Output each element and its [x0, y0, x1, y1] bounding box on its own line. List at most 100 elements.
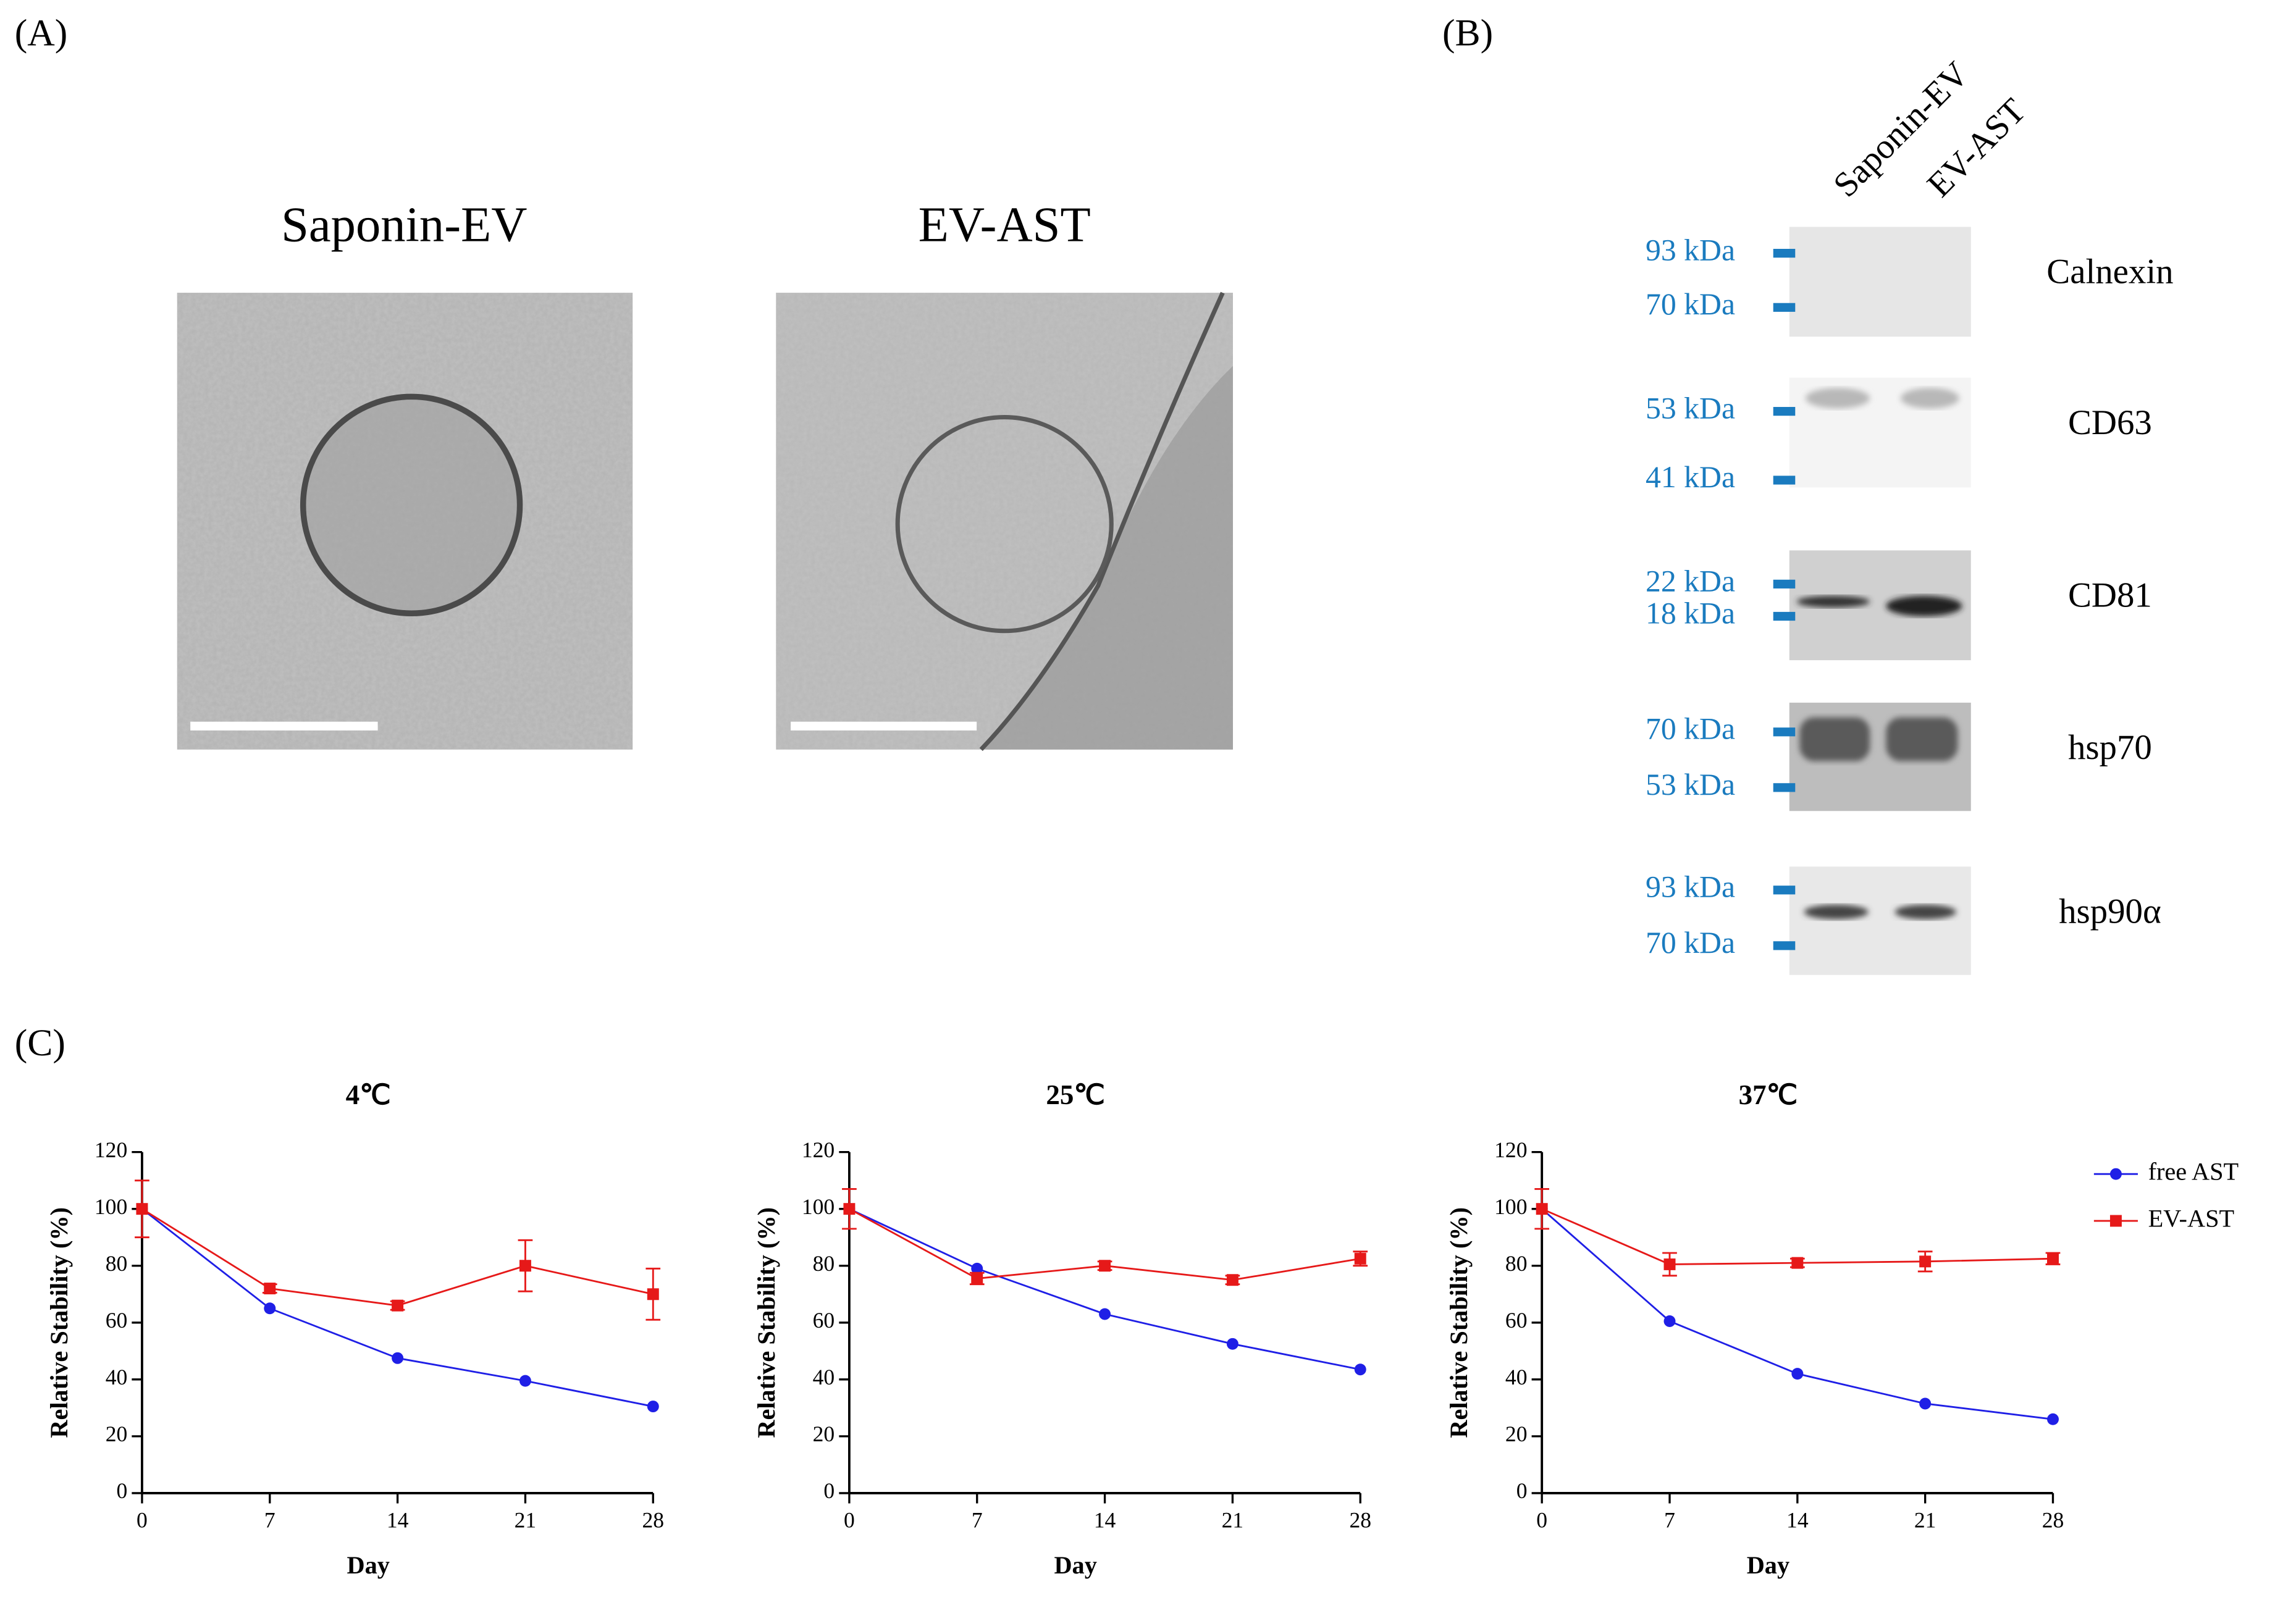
data-point: [519, 1375, 531, 1387]
x-tick-label: 0: [1536, 1508, 1547, 1533]
data-point: [2047, 1252, 2059, 1265]
protein-label: hsp70: [2068, 728, 2152, 767]
y-tick-label: 0: [823, 1478, 835, 1503]
x-axis-label: Day: [347, 1551, 390, 1579]
y-tick-label: 100: [95, 1194, 127, 1219]
y-tick-label: 20: [106, 1422, 128, 1446]
western-blot: [1789, 227, 1971, 975]
marker-tick: [1773, 475, 1796, 485]
data-point: [971, 1262, 983, 1275]
marker-tick: [1773, 303, 1796, 312]
data-point: [519, 1260, 531, 1272]
marker-tick: [1773, 579, 1796, 588]
data-point: [1663, 1315, 1676, 1327]
marker-label: 18 kDa: [1646, 596, 1735, 630]
marker-tick: [1773, 783, 1796, 792]
marker-label: 70 kDa: [1646, 712, 1735, 746]
y-tick-label: 20: [1505, 1422, 1528, 1446]
y-tick-label: 60: [106, 1308, 128, 1333]
y-tick-label: 40: [1505, 1365, 1528, 1389]
data-point: [1354, 1363, 1366, 1376]
data-point: [2047, 1413, 2059, 1425]
data-point: [1536, 1203, 1548, 1215]
marker-tick: [1773, 248, 1796, 258]
marker-label: 53 kDa: [1646, 768, 1735, 802]
marker-tick: [1773, 941, 1796, 950]
x-tick-label: 14: [387, 1508, 409, 1533]
charts: 4℃ Day Relative Stability (%) 0 20 40 60 80 100 1…: [45, 1079, 2239, 1579]
y-axis-label: Relative Stability (%): [45, 1207, 73, 1438]
data-point: [971, 1272, 983, 1284]
data-point: [1226, 1338, 1238, 1350]
legend-marker: [2109, 1168, 2122, 1180]
y-tick-label: 80: [813, 1251, 835, 1276]
data-point: [1099, 1260, 1111, 1272]
x-axis-label: Day: [1054, 1551, 1096, 1579]
y-tick-label: 60: [1505, 1308, 1528, 1333]
blot-labels: Calnexin 93 kDa 70 kDa CD63 53 kDa 41 kDa CD81…: [1646, 233, 2174, 960]
series-line: [849, 1208, 1361, 1371]
data-point: [1099, 1308, 1111, 1320]
x-tick-label: 28: [642, 1508, 664, 1533]
x-tick-label: 14: [1094, 1508, 1116, 1533]
x-tick-label: 0: [844, 1508, 855, 1533]
series-line: [1541, 1208, 2053, 1265]
marker-label: 53 kDa: [1646, 392, 1735, 425]
protein-label: CD63: [2068, 403, 2152, 442]
y-tick-label: 40: [813, 1365, 835, 1389]
panel-label: (C): [15, 1022, 65, 1064]
marker-tick: [1773, 611, 1796, 621]
data-point: [843, 1203, 856, 1215]
y-tick-label: 0: [1516, 1478, 1528, 1503]
y-tick-label: 120: [95, 1137, 127, 1162]
series-line: [1541, 1208, 2053, 1420]
x-tick-label: 14: [1786, 1508, 1809, 1533]
x-tick-label: 21: [1222, 1508, 1244, 1533]
marker-tick: [1773, 886, 1796, 895]
y-tick-label: 0: [116, 1478, 127, 1503]
y-tick-label: 80: [106, 1251, 128, 1276]
data-point: [1791, 1368, 1804, 1380]
marker-label: 93 kDa: [1646, 233, 1735, 267]
protein-label: Calnexin: [2046, 253, 2173, 291]
x-tick-label: 21: [1914, 1508, 1936, 1533]
data-point: [1791, 1257, 1804, 1269]
protein-label: hsp90α: [2059, 892, 2161, 931]
x-tick-label: 28: [1349, 1508, 1371, 1533]
legend-label: EV-AST: [2148, 1204, 2235, 1232]
micrograph: [177, 293, 633, 750]
protein-label: CD81: [2068, 576, 2152, 615]
blot-strip: [1789, 227, 1971, 337]
legend-marker: [2109, 1215, 2122, 1227]
series-line: [141, 1208, 654, 1307]
marker-label: 93 kDa: [1646, 870, 1735, 904]
x-tick-label: 7: [264, 1508, 275, 1533]
data-point: [1226, 1274, 1238, 1286]
y-tick-label: 40: [106, 1365, 128, 1389]
data-point: [264, 1302, 276, 1315]
micrograph-title: Saponin-EV: [281, 198, 527, 253]
marker-label: 41 kDa: [1646, 460, 1735, 494]
y-axis-label: Relative Stability (%): [1445, 1207, 1473, 1438]
x-tick-label: 7: [972, 1508, 983, 1533]
data-point: [392, 1299, 404, 1312]
y-tick-label: 100: [802, 1194, 835, 1219]
marker-label: 22 kDa: [1646, 564, 1735, 598]
y-tick-label: 120: [802, 1137, 835, 1162]
x-axis-label: Day: [1747, 1551, 1789, 1579]
panel-label: (B): [1442, 12, 1493, 54]
data-point: [1919, 1255, 1932, 1268]
data-point: [1919, 1397, 1932, 1410]
x-tick-label: 0: [137, 1508, 148, 1533]
marker-label: 70 kDa: [1646, 287, 1735, 321]
legend-label: free AST: [2148, 1157, 2239, 1185]
data-point: [264, 1283, 276, 1295]
data-point: [392, 1352, 404, 1364]
x-tick-label: 7: [1664, 1508, 1675, 1533]
x-tick-label: 28: [2042, 1508, 2064, 1533]
blot-strip: [1789, 866, 1971, 975]
marker-tick: [1773, 727, 1796, 737]
y-tick-label: 120: [1494, 1137, 1527, 1162]
y-axis-label: Relative Stability (%): [752, 1207, 780, 1438]
